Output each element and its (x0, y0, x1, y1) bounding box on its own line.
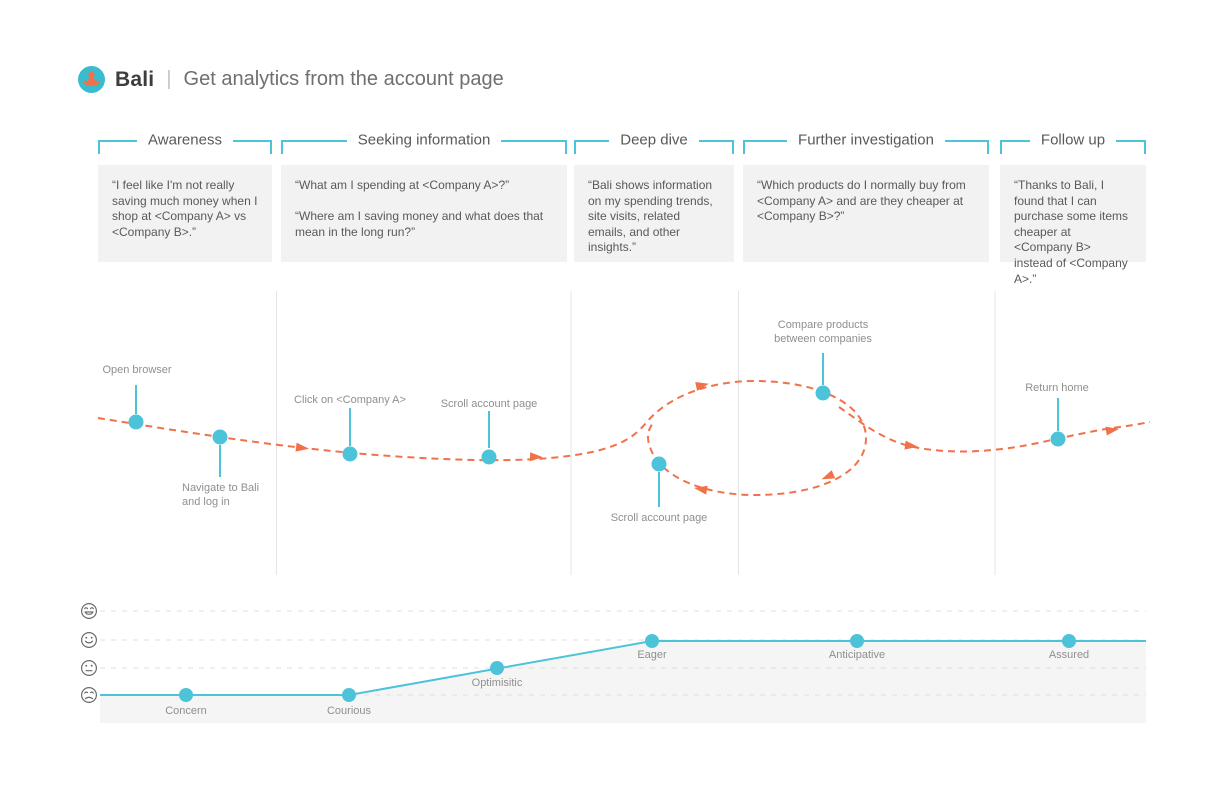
step-dot (651, 456, 667, 472)
emotion-point-label: Concern (165, 705, 207, 717)
journey-step-label: Return home (1025, 382, 1089, 394)
emotion-point-label: Assured (1048, 649, 1090, 661)
arrow-icon (529, 452, 543, 462)
quote-box-further-investigation: “Which products do I normally buy from <… (743, 165, 989, 262)
emotion-point-label: Optimisitic (471, 677, 523, 689)
phase-label: Awareness (148, 131, 222, 149)
emotion-dots (179, 634, 1076, 702)
quote-box-deep-dive: “Bali shows information on my spending t… (574, 165, 734, 262)
neutral-face-icon (80, 659, 98, 677)
phase-label: Seeking information (357, 131, 491, 149)
path-arrow-icons (295, 382, 1119, 495)
quote-box-seeking-information: “What am I spending at <Company A>?” “Wh… (281, 165, 567, 262)
arrow-icon (695, 382, 709, 391)
bracket-right (232, 140, 272, 154)
phase-bracket: Deep dive (574, 133, 735, 155)
emotion-point-label: Anticipative (828, 649, 886, 661)
journey-step-label: Compare products between companies (774, 319, 872, 345)
emotion-dot (1062, 634, 1076, 648)
phase-awareness: Awareness (98, 133, 272, 155)
journey-path-canvas (97, 291, 1151, 575)
quote-box-follow-up: “Thanks to Bali, I found that I can purc… (1000, 165, 1146, 286)
step-dot (128, 414, 144, 430)
phase-bracket: Seeking information (281, 133, 568, 155)
emotion-area-fill (100, 641, 1146, 723)
header: Bali | Get analytics from the account pa… (78, 66, 504, 93)
arrow-icon (694, 485, 708, 495)
product-name: Bali (115, 67, 155, 91)
bracket-left (574, 140, 610, 154)
bali-logo-icon (78, 66, 105, 93)
step-stems (135, 353, 1059, 507)
bracket-left (98, 140, 138, 154)
phase-bracket: Awareness (98, 133, 272, 155)
bracket-right (698, 140, 735, 154)
emotion-dot (179, 688, 193, 702)
arrow-icon (295, 442, 309, 452)
column-separators (276, 291, 996, 575)
emotion-curve-canvas (100, 610, 1146, 723)
arrow-icon (821, 470, 836, 480)
phase-label: Further investigation (798, 131, 934, 149)
step-dot (1050, 431, 1066, 447)
bracket-left (743, 140, 788, 154)
journey-step-label: Scroll account page (610, 512, 708, 524)
page-title: Get analytics from the account page (183, 68, 504, 90)
sad-face-icon (80, 686, 98, 704)
journey-dashed-path (97, 379, 1151, 497)
title-divider: | (166, 68, 172, 90)
quote-box-awareness: “I feel like I'm not really saving much … (98, 165, 272, 262)
step-dots (128, 385, 1066, 472)
meditating-person-icon (78, 66, 105, 93)
journey-step-label: Scroll account page (440, 398, 538, 410)
journey-step-label: Navigate to Bali and log in (182, 482, 260, 508)
smile-face-icon (80, 631, 98, 649)
emotion-dot (645, 634, 659, 648)
phase-bracket: Follow up (1000, 133, 1147, 155)
step-dot (212, 429, 228, 445)
step-dot (481, 449, 497, 465)
emotion-dot (850, 634, 864, 648)
phase-label: Deep dive (620, 131, 688, 149)
emotion-dot (342, 688, 356, 702)
phase-seeking-information: Seeking information (281, 133, 568, 155)
phase-further-investigation: Further investigation (743, 133, 989, 155)
journey-step-label: Open browser (102, 364, 172, 376)
step-dot (342, 446, 358, 462)
step-dot (815, 385, 831, 401)
bracket-left (281, 140, 347, 154)
phase-bracket: Further investigation (743, 133, 989, 155)
phase-label: Follow up (1040, 131, 1106, 149)
emotion-point-label: Eager (637, 649, 667, 661)
bracket-right (501, 140, 568, 154)
phase-deep-dive: Deep dive (574, 133, 735, 155)
bracket-left (1000, 140, 1030, 154)
journey-step-label: Click on <Company A> (294, 394, 406, 406)
arrow-icon (904, 440, 918, 450)
arrow-icon (1105, 426, 1119, 436)
emotion-point-label: Courious (326, 705, 372, 717)
emotion-dot (490, 661, 504, 675)
grin-face-icon (80, 602, 98, 620)
phase-follow-up: Follow up (1000, 133, 1147, 155)
bracket-right (1116, 140, 1147, 154)
bracket-right (944, 140, 989, 154)
